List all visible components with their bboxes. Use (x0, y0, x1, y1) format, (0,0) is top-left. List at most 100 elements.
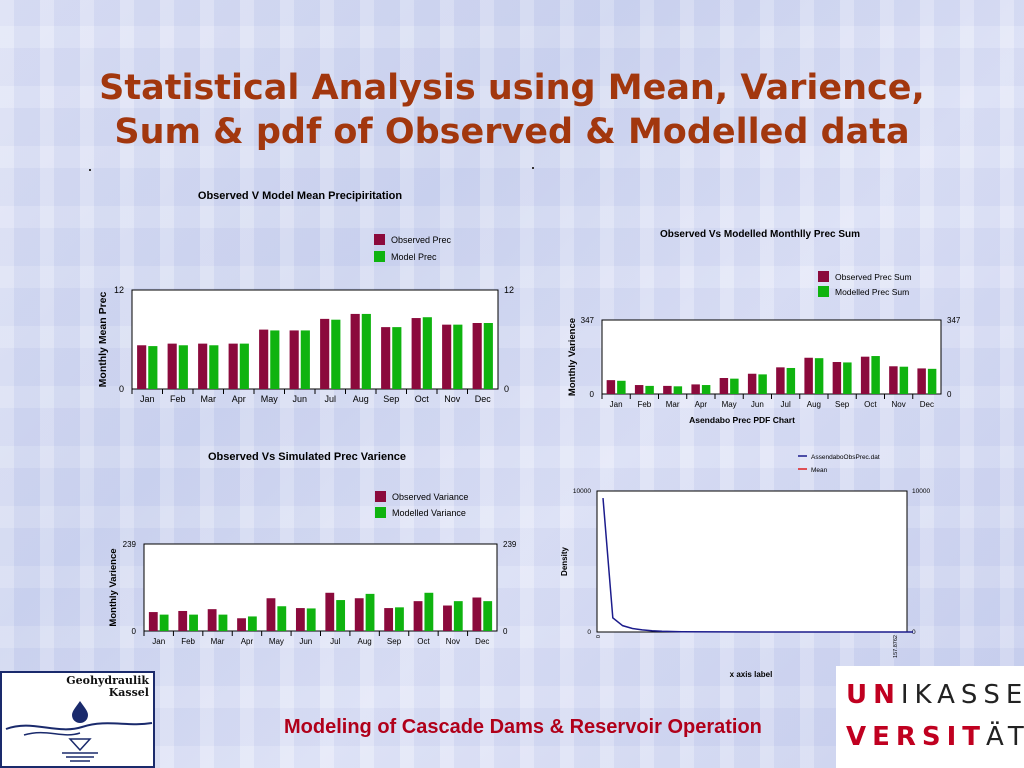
bar-observed (137, 345, 147, 389)
x-tick-label: Jul (324, 394, 336, 404)
bar-observed (325, 592, 335, 631)
legend-label: Mean (811, 467, 828, 474)
x-tick-label: May (722, 400, 737, 409)
x-tick-label: Jul (781, 400, 791, 409)
y-tick-label-right: 10000 (912, 488, 930, 495)
bar-observed (237, 618, 246, 631)
x-tick-label: Dec (920, 400, 934, 409)
chart-title: Observed Vs Modelled Monthlly Prec Sum (660, 229, 860, 240)
legend-swatch (375, 491, 386, 502)
legend-label: Modelled Variance (392, 508, 466, 518)
x-tick-label: Sep (387, 637, 402, 646)
bar-modelled (645, 385, 654, 394)
legend-swatch (375, 507, 386, 518)
x-tick-label: Apr (695, 400, 708, 409)
legend-label: Observed Prec (391, 235, 452, 245)
x-tick-label: Sep (383, 394, 399, 404)
bar-modelled (758, 374, 767, 394)
bar-observed (443, 605, 452, 631)
legend-swatch (818, 271, 829, 282)
bar-modelled (392, 327, 402, 389)
bar-observed (917, 368, 926, 394)
x-tick-label: Oct (415, 394, 430, 404)
bar-observed (442, 324, 452, 389)
bar-modelled (365, 593, 375, 631)
bar-modelled (701, 385, 711, 394)
y-tick-label-right: 0 (503, 627, 508, 636)
logo-red-1: UN (846, 680, 901, 710)
x-axis-label: x axis label (730, 670, 773, 679)
x-tick-label: Aug (358, 637, 372, 646)
bar-modelled (927, 368, 937, 394)
x-tick-label: Jan (140, 394, 155, 404)
bar-modelled (422, 317, 432, 389)
chart-monthly-prec-sum: Observed Vs Modelled Monthlly Prec Sum 0 0… (567, 229, 961, 409)
bar-observed (228, 343, 238, 389)
legend-label: AssendaboObsPrec.dat (811, 454, 880, 461)
bar-modelled (814, 358, 824, 394)
bar-observed (178, 610, 188, 631)
x-tick-label: Mar (201, 394, 217, 404)
x-tick-label: Jun (292, 394, 307, 404)
bar-observed (320, 318, 330, 389)
x-tick-label: Jun (299, 637, 312, 646)
logo-row-2: VERSITÄT (846, 722, 1024, 752)
chart-title: Asendabo Prec PDF Chart (689, 415, 795, 425)
footer-title: Modeling of Cascade Dams & Reservoir Ope… (284, 716, 762, 738)
y-tick-label-left: 0 (119, 384, 124, 394)
bar-modelled (673, 386, 683, 394)
x-tick-label: Dec (475, 394, 492, 404)
x-tick-label: Apr (241, 637, 254, 646)
chart-prec-pdf: Asendabo Prec PDF Chart 0 0 10000 10000 Densi… (560, 415, 930, 679)
logo-left-text: Geohydraulik Kassel (66, 674, 149, 699)
y-tick-label-right: 0 (947, 390, 952, 399)
bar-modelled (453, 601, 463, 631)
x-tick-label: 157.8762 (893, 635, 899, 658)
pdf-line-observed (602, 497, 914, 633)
legend-label: Observed Prec Sum (835, 272, 912, 282)
logo-red-2: VERSIT (846, 722, 987, 752)
bar-modelled (239, 343, 249, 389)
x-tick-label: Feb (181, 637, 195, 646)
bar-observed (259, 329, 269, 389)
y-tick-label-left: 10000 (573, 488, 591, 495)
bar-observed (860, 356, 870, 394)
y-axis-label: Monthly Mean Prec (97, 291, 109, 387)
y-axis-label: Monthly Varience (108, 548, 119, 626)
bar-modelled (209, 345, 219, 389)
bar-observed (295, 608, 305, 631)
uni-kassel-logo: UNIKASSEL VERSITÄT (836, 666, 1024, 768)
x-tick-label: Jul (330, 637, 340, 646)
chart-mean-precipitation: Observed V Model Mean Precipiritation 0 0 1… (97, 190, 514, 404)
bar-modelled (395, 607, 404, 631)
dot-marker (89, 169, 91, 171)
slide-title: Statistical Analysis using Mean, Varienc… (40, 66, 984, 154)
x-tick-label: Aug (353, 394, 369, 404)
x-tick-label: Feb (637, 400, 651, 409)
bar-modelled (453, 324, 463, 389)
legend-swatch (818, 286, 829, 297)
legend-label: Observed Variance (392, 492, 468, 502)
logo-black-2: ÄT (986, 722, 1024, 752)
bar-modelled (247, 616, 257, 631)
y-tick-label-left: 347 (581, 316, 595, 325)
legend-swatch (374, 234, 385, 245)
bar-observed (691, 384, 700, 394)
bar-modelled (159, 614, 169, 631)
bar-observed (747, 373, 757, 394)
x-tick-label: May (261, 394, 279, 404)
bar-observed (350, 313, 360, 389)
bar-modelled (617, 380, 626, 394)
x-tick-label: Dec (475, 637, 489, 646)
bar-observed (413, 601, 423, 631)
bar-modelled (899, 366, 909, 394)
x-tick-label: Mar (666, 400, 680, 409)
bar-observed (889, 366, 898, 394)
bar-modelled (843, 362, 852, 394)
legend-label: Modelled Prec Sum (835, 287, 909, 297)
bar-observed (148, 612, 158, 631)
x-tick-label: 0 (596, 635, 602, 638)
bar-modelled (178, 345, 188, 389)
x-tick-label: Jun (751, 400, 764, 409)
bar-observed (776, 367, 785, 394)
